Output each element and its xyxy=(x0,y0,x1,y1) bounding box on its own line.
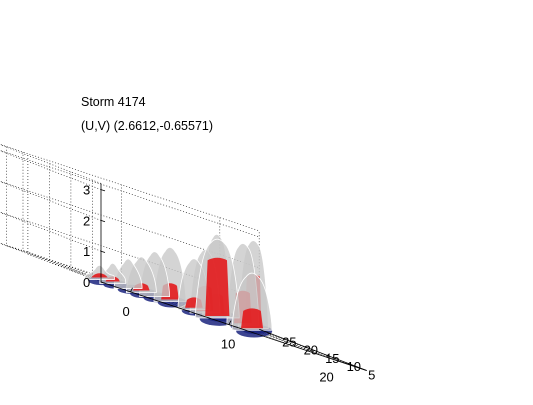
y-tick xyxy=(267,332,273,335)
y-tick-label: 10 xyxy=(347,359,361,374)
top-gridline xyxy=(0,144,260,232)
grid-lines xyxy=(0,144,359,368)
axes xyxy=(100,183,367,371)
x-tick-label: 10 xyxy=(221,337,235,352)
z-tick xyxy=(100,281,106,284)
z-tick xyxy=(100,220,106,223)
isosurfaces xyxy=(84,234,273,331)
z-tick-label: 3 xyxy=(83,183,90,198)
y-tick-label: 20 xyxy=(304,343,318,358)
chart-subtitle-uv: (U,V) (2.6612,-0.65571) xyxy=(81,119,214,133)
chart-title: Storm 4174 xyxy=(81,95,146,109)
x-tick xyxy=(130,287,133,293)
grey-isosurface-blob xyxy=(84,264,115,280)
red-updraft-blob xyxy=(241,308,264,329)
red-updraft-blob xyxy=(205,257,230,316)
grey-isosurface-blob xyxy=(231,272,273,331)
z-gridline xyxy=(0,150,260,238)
x-tick xyxy=(326,353,330,358)
y-tick-label: 15 xyxy=(325,351,339,366)
y-tick-label: 5 xyxy=(368,367,375,382)
red-updraft-blob xyxy=(91,273,108,278)
z-tick-label: 1 xyxy=(83,244,90,259)
y-tick xyxy=(289,341,294,343)
y-tick-label: 25 xyxy=(282,334,296,349)
x-gridline xyxy=(121,184,230,325)
z-tick-label: 0 xyxy=(83,275,90,290)
x-tick xyxy=(228,320,232,325)
z-tick-label: 2 xyxy=(83,213,90,228)
y-tick xyxy=(353,365,359,368)
y-tick xyxy=(310,349,316,352)
z-tick xyxy=(100,189,106,192)
y-tick xyxy=(332,357,337,360)
z-tick xyxy=(100,250,106,253)
x-tick-label: 20 xyxy=(319,369,333,384)
x-tick-label: 0 xyxy=(123,304,130,319)
x-gridline xyxy=(22,152,131,293)
x-axis-line xyxy=(100,281,367,371)
